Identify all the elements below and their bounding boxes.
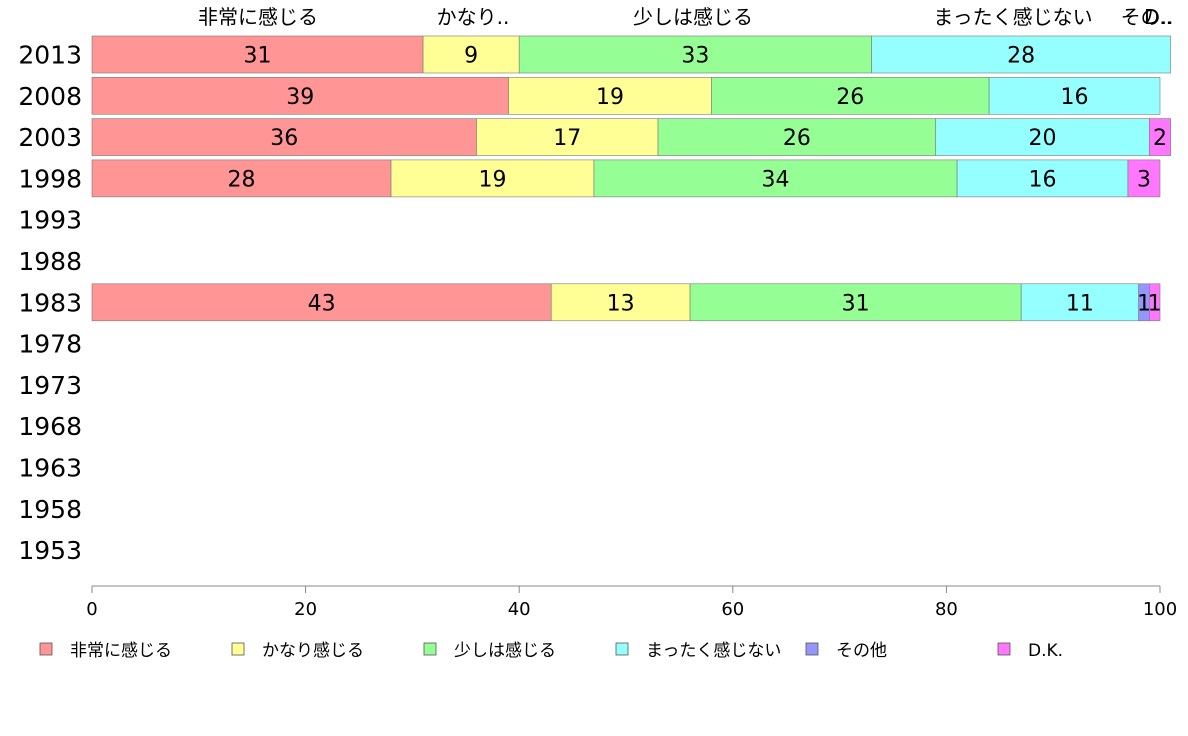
x-tick-label: 100 bbox=[1143, 599, 1177, 620]
bar-segment bbox=[476, 118, 659, 156]
x-tick-label: 40 bbox=[508, 599, 531, 620]
data-label: 2 bbox=[1153, 126, 1167, 151]
legend-swatch bbox=[231, 642, 245, 656]
top-series-label: 非常に感じる bbox=[198, 5, 318, 29]
data-label: 28 bbox=[228, 167, 256, 192]
data-label: 1 bbox=[1137, 291, 1151, 316]
year-label: 2008 bbox=[18, 82, 82, 111]
year-label: 2003 bbox=[18, 123, 82, 152]
legend-item: かなり感じる bbox=[231, 641, 364, 661]
x-axis: 0 20 40 60 80 100 bbox=[86, 585, 1177, 620]
bars: 31 9 33 28 39 19 26 16 36 17 26 20 2 28 19 34 16 3 43 13 31 1… bbox=[91, 35, 1171, 322]
legend-label: D.K. bbox=[1028, 641, 1063, 661]
bar-segment bbox=[518, 35, 872, 74]
bar-row: 39 19 26 16 bbox=[91, 77, 1161, 115]
bar-segment bbox=[988, 77, 1161, 115]
legend-swatch bbox=[997, 642, 1011, 656]
legend: 非常に感じる かなり感じる 少しは感じる まったく感じない その他 D.K. bbox=[39, 641, 1063, 661]
legend-item: その他 bbox=[805, 641, 887, 661]
data-label: 31 bbox=[842, 291, 870, 316]
bar-segment bbox=[657, 118, 937, 156]
year-label: 1973 bbox=[18, 371, 82, 400]
data-label: 20 bbox=[1029, 126, 1057, 151]
year-label: 1953 bbox=[18, 536, 82, 565]
x-tick-label: 20 bbox=[294, 599, 317, 620]
data-label: 19 bbox=[596, 85, 624, 110]
data-label: 31 bbox=[244, 44, 272, 69]
legend-swatch bbox=[39, 642, 53, 656]
legend-label: かなり感じる bbox=[262, 641, 364, 661]
bar-row: 31 9 33 28 bbox=[91, 35, 1171, 74]
legend-item: 少しは感じる bbox=[423, 641, 556, 661]
legend-item: D.K. bbox=[997, 641, 1063, 661]
data-label: 28 bbox=[1007, 44, 1035, 69]
year-label: 1958 bbox=[18, 495, 82, 524]
data-label: 9 bbox=[464, 44, 478, 69]
bar-row: 36 17 26 20 2 bbox=[91, 118, 1171, 156]
legend-label: その他 bbox=[836, 641, 887, 661]
data-label: 36 bbox=[270, 126, 298, 151]
year-label: 1998 bbox=[18, 164, 82, 193]
year-label: 1978 bbox=[18, 330, 82, 359]
legend-item: 非常に感じる bbox=[39, 641, 172, 661]
year-label: 1983 bbox=[18, 288, 82, 317]
bar-segment bbox=[1127, 159, 1161, 198]
year-axis-labels: 2013 2008 2003 1998 1993 1988 1983 1978 1973 1968… bbox=[18, 41, 82, 566]
data-label: 16 bbox=[1061, 85, 1089, 110]
data-label: 11 bbox=[1066, 291, 1094, 316]
data-label: 39 bbox=[286, 85, 314, 110]
bar-segment bbox=[91, 283, 552, 322]
top-series-label: D.. bbox=[1144, 5, 1172, 29]
data-label: 16 bbox=[1029, 167, 1057, 192]
data-label: 26 bbox=[836, 85, 864, 110]
bar-segment bbox=[689, 283, 1022, 322]
bar-segment bbox=[935, 118, 1150, 156]
data-label: 19 bbox=[479, 167, 507, 192]
x-tick-label: 0 bbox=[86, 599, 97, 620]
bar-segment bbox=[1149, 283, 1161, 322]
legend-swatch bbox=[805, 642, 819, 656]
legend-swatch bbox=[423, 642, 437, 656]
top-series-label: その.. bbox=[1121, 5, 1174, 29]
bar-segment bbox=[91, 118, 477, 156]
bar-segment bbox=[871, 35, 1171, 74]
x-tick-label: 60 bbox=[721, 599, 744, 620]
legend-label: まったく感じない bbox=[646, 641, 781, 661]
bar-segment bbox=[711, 77, 990, 115]
x-tick-label: 80 bbox=[935, 599, 958, 620]
data-label: 33 bbox=[681, 44, 709, 69]
bar-segment bbox=[422, 35, 520, 74]
data-label: 3 bbox=[1137, 167, 1151, 192]
data-label: 34 bbox=[762, 167, 790, 192]
legend-label: 非常に感じる bbox=[70, 641, 172, 661]
top-series-labels: 非常に感じる かなり.. 少しは感じる まったく感じない その..D.. bbox=[198, 5, 1173, 29]
bar-segment bbox=[390, 159, 595, 198]
data-label: 43 bbox=[308, 291, 336, 316]
bar-segment bbox=[508, 77, 712, 115]
top-series-label: まったく感じない bbox=[933, 5, 1092, 29]
data-label: 13 bbox=[607, 291, 635, 316]
top-series-label: かなり.. bbox=[437, 5, 510, 29]
year-label: 2013 bbox=[18, 41, 82, 70]
bar-segment bbox=[1149, 118, 1171, 156]
bar-row: 28 19 34 16 3 bbox=[91, 159, 1161, 198]
legend-item: まったく感じない bbox=[615, 641, 781, 661]
year-label: 1988 bbox=[18, 247, 82, 276]
data-label: 26 bbox=[783, 126, 811, 151]
data-label: 1 bbox=[1148, 291, 1162, 316]
bar-segment bbox=[1020, 283, 1139, 322]
top-series-label: 少しは感じる bbox=[633, 5, 753, 29]
bar-segment bbox=[91, 77, 509, 115]
year-label: 1968 bbox=[18, 412, 82, 441]
data-label: 17 bbox=[553, 126, 581, 151]
year-label: 1993 bbox=[18, 206, 82, 235]
legend-swatch bbox=[615, 642, 629, 656]
bar-segment bbox=[91, 35, 424, 74]
bar-segment bbox=[91, 159, 392, 198]
year-label: 1963 bbox=[18, 454, 82, 483]
legend-label: 少しは感じる bbox=[454, 641, 556, 661]
bar-row: 43 13 31 11 11 bbox=[91, 283, 1162, 322]
